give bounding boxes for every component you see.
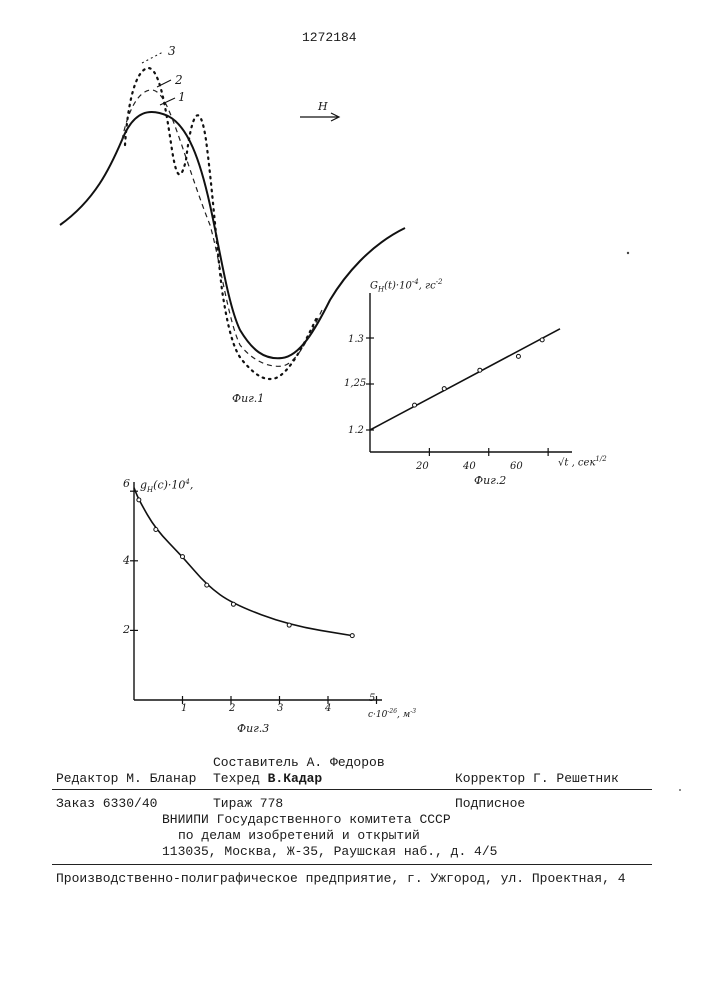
fig3-line (134, 488, 352, 636)
footer-techred: Техред В.Кадар (213, 771, 322, 786)
footer-techred-name: В.Кадар (268, 771, 323, 786)
fig3-axes (134, 482, 382, 700)
fig3-xlabel-unit-exp: -3 (410, 708, 416, 715)
fig3-xtick-1: 1 (181, 703, 187, 714)
fig3-point-1 (154, 527, 158, 531)
fig3-xlabel-exp: -26 (387, 708, 397, 715)
fig3-xlabel-unit: , м (397, 710, 410, 720)
footer-rule-top (52, 789, 652, 790)
fig3-xtick-5: 5 (369, 693, 375, 704)
footer-printer: Производственно-полиграфическое предприя… (56, 871, 626, 886)
fig3-points (137, 498, 354, 638)
fig3-point-3 (205, 583, 209, 587)
fig3-point-5 (287, 623, 291, 627)
fig3-ytick-6: 6 (123, 477, 130, 490)
fig3-xlabel-main: c·10 (368, 710, 387, 720)
fig3-ylabel-main: g (140, 479, 147, 492)
footer-corrector: Корректор Г. Решетник (455, 771, 619, 786)
footer-institute-3: 113035, Москва, Ж-35, Раушская наб., д. … (162, 844, 497, 859)
footer-compiler: Составитель А. Федоров (213, 755, 385, 770)
footer-institute-1: ВНИИПИ Государственного комитета СССР (162, 812, 451, 827)
fig3-caption: Фиг.3 (237, 722, 269, 735)
fig3-xtick-2: 2 (229, 703, 235, 714)
footer-signed: Подписное (455, 796, 525, 811)
footer-editor: Редактор М. Бланар (56, 771, 196, 786)
fig3-point-0 (137, 498, 141, 502)
fig3-point-2 (181, 555, 185, 559)
fig3-ylabel-rest: (c)·10 (153, 479, 185, 492)
fig3-ytick-4: 4 (123, 554, 130, 567)
footer-institute-2: по делам изобретений и открытий (178, 828, 420, 843)
footer-order: Заказ 6330/40 (56, 796, 157, 811)
fig3-point-4 (231, 602, 235, 606)
fig3-ticks (130, 491, 377, 704)
fig3-ylabel-tail: , (190, 479, 194, 492)
fig3-ylabel: gH(c)·104, (140, 478, 193, 494)
footer-rule-bottom (52, 864, 652, 865)
fig3-xtick-3: 3 (277, 703, 283, 714)
fig3-xlabel: c·10-26, м-3 (368, 708, 416, 720)
footer-techred-label: Техред (213, 771, 268, 786)
fig3-xtick-4: 4 (325, 703, 331, 714)
footer-circulation: Тираж 778 (213, 796, 283, 811)
fig3-ytick-2: 2 (123, 623, 130, 636)
fig3-point-6 (350, 634, 354, 638)
